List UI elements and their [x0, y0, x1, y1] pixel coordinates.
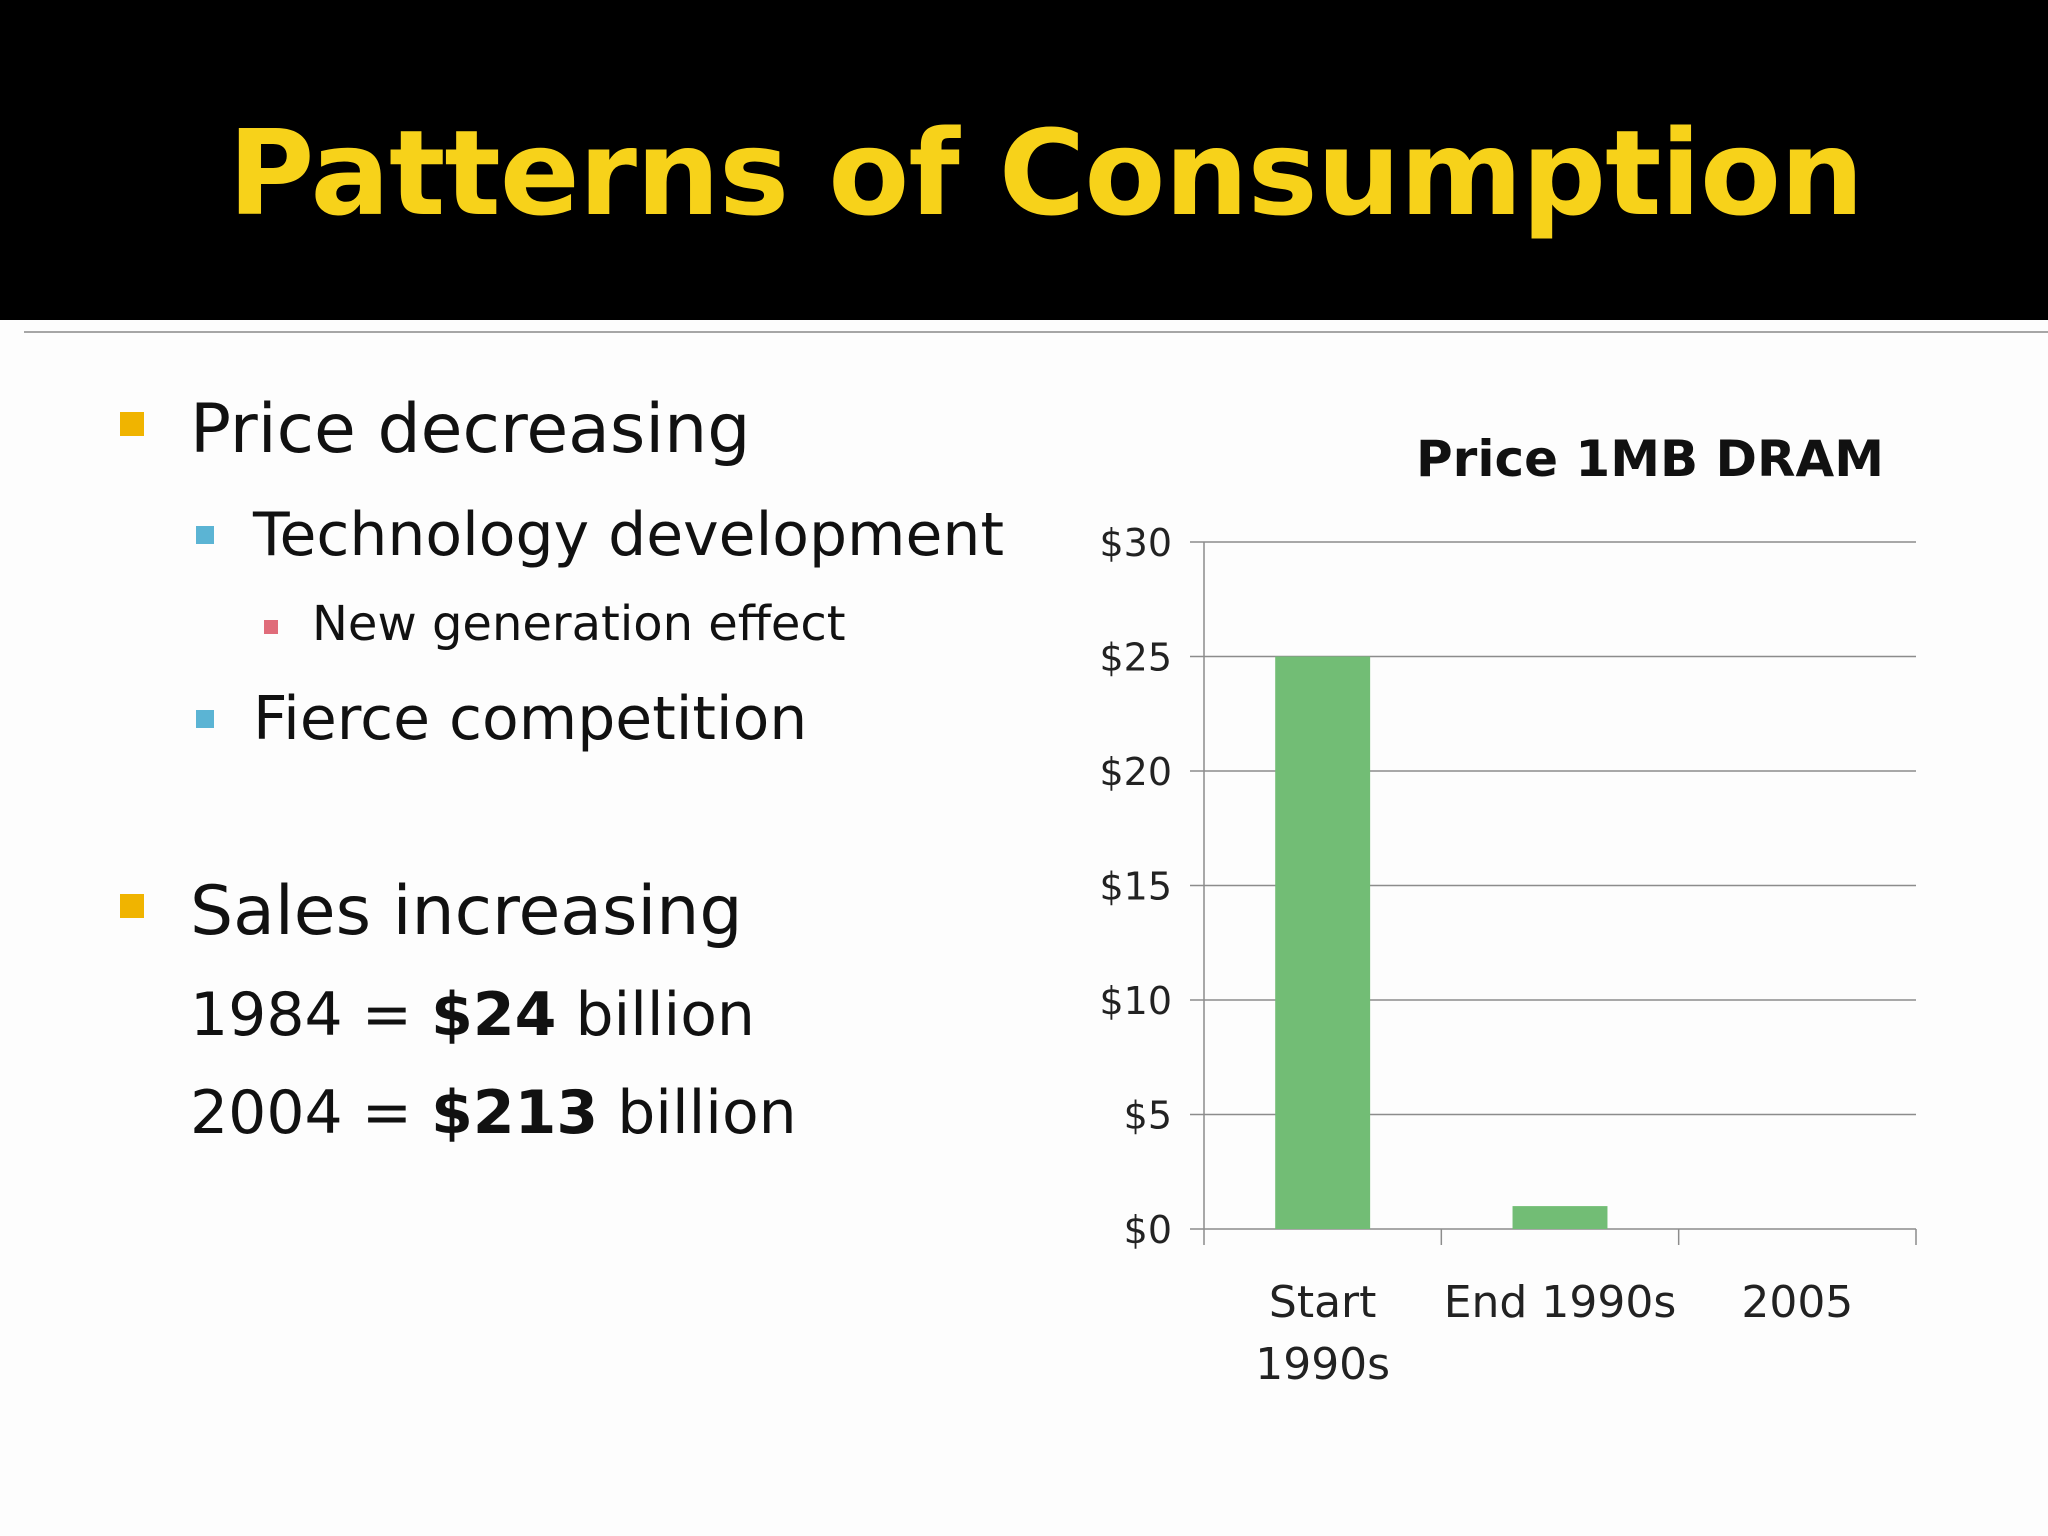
bullet-sales-increasing: Sales increasing — [190, 872, 743, 951]
x-tick-label: 2005 — [1741, 1277, 1853, 1328]
bar — [1512, 1206, 1608, 1229]
y-tick-label: $5 — [1124, 1094, 1172, 1138]
dram-price-chart: Price 1MB DRAM $0 $5 $10 $15 $20 $25 $30 Start 1… — [1040, 400, 2040, 1420]
sales-1984: 1984 = $24 billion — [190, 980, 755, 1050]
x-tick-label: Start — [1269, 1277, 1377, 1328]
y-tick-label: $20 — [1099, 750, 1172, 794]
bullet-price-decreasing: Price decreasing — [190, 390, 751, 469]
y-tick-label: $30 — [1099, 521, 1172, 565]
y-tick-label: $25 — [1099, 636, 1172, 680]
bullet-square-icon — [264, 620, 278, 634]
y-tick-label: $10 — [1099, 979, 1172, 1023]
bullet-fierce-competition: Fierce competition — [253, 684, 808, 754]
x-tick-label: 1990s — [1255, 1339, 1390, 1390]
bullet-square-icon — [196, 526, 214, 544]
bullet-square-icon — [120, 894, 144, 918]
title-bar: Patterns of Consumption — [0, 0, 2048, 320]
x-tick-label: End 1990s — [1444, 1277, 1677, 1328]
y-tick-label: $15 — [1099, 865, 1172, 909]
sales-2004: 2004 = $213 billion — [190, 1078, 797, 1148]
sales-2004-suffix: billion — [598, 1078, 797, 1148]
sales-1984-prefix: 1984 = — [190, 980, 432, 1050]
title-divider — [24, 331, 2048, 333]
chart-title: Price 1MB DRAM — [1416, 430, 1884, 488]
bullet-square-icon — [196, 710, 214, 728]
chart-plot: $0 $5 $10 $15 $20 $25 $30 Start 1990s End 1990s 20… — [1099, 521, 1917, 1390]
bullet-new-generation-effect: New generation effect — [312, 596, 846, 652]
sales-1984-suffix: billion — [556, 980, 755, 1050]
slide-title: Patterns of Consumption — [228, 104, 1864, 242]
bullet-technology-development: Technology development — [253, 500, 1004, 570]
sales-1984-value: $24 — [431, 980, 557, 1050]
sales-2004-value: $213 — [431, 1078, 599, 1148]
y-tick-label: $0 — [1124, 1208, 1172, 1252]
bullet-square-icon — [120, 412, 144, 436]
sales-2004-prefix: 2004 = — [190, 1078, 432, 1148]
bar — [1275, 656, 1371, 1229]
